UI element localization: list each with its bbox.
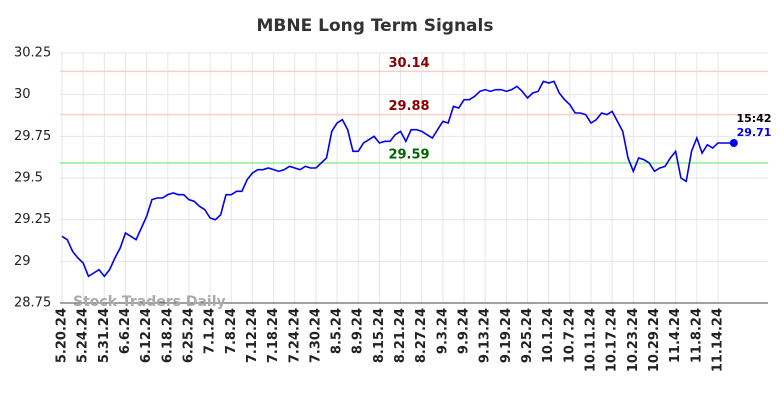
y-tick-label: 28.75 [14,296,51,311]
x-tick-label: 8.27.24 [414,308,429,363]
last-value: 29.71 [737,126,772,139]
x-tick-label: 9.9.24 [457,308,472,354]
x-tick-label: 10.1.24 [541,308,556,363]
x-tick-label: 6.25.24 [181,308,196,363]
x-tick-label: 9.13.24 [478,308,493,363]
x-tick-label: 10.29.24 [647,308,662,372]
signal-label: 29.59 [388,148,429,163]
y-tick-label: 29 [14,254,31,269]
x-tick-label: 6.6.24 [118,308,133,354]
x-tick-label: 5.24.24 [76,308,91,363]
last-time: 15:42 [736,112,771,125]
x-tick-label: 9.25.24 [520,308,535,363]
x-tick-label: 7.8.24 [224,308,239,354]
y-tick-label: 29.75 [14,129,51,144]
x-tick-label: 8.15.24 [372,308,387,363]
x-tick-label: 6.12.24 [139,308,154,363]
x-tick-label: 6.18.24 [160,308,175,363]
x-tick-label: 7.30.24 [308,308,323,363]
x-tick-label: 8.9.24 [351,308,366,354]
x-tick-label: 10.23.24 [626,308,641,372]
y-tick-label: 29.25 [14,212,51,227]
x-tick-label: 7.24.24 [287,308,302,363]
last-point [729,139,738,147]
signal-label: 29.88 [388,99,429,114]
x-tick-label: 11.4.24 [668,308,683,363]
y-tick-label: 29.5 [14,171,43,186]
y-tick-label: 30 [14,87,31,102]
x-tick-label: 5.20.24 [55,308,70,363]
chart-title: MBNE Long Term Signals [257,16,494,36]
price-line [61,80,734,278]
x-tick-label: 7.12.24 [245,308,260,363]
watermark: Stock Traders Daily [73,294,226,310]
x-tick-label: 8.5.24 [330,308,345,354]
x-tick-label: 8.21.24 [393,308,408,363]
x-tick-label: 7.1.24 [203,308,218,354]
x-tick-label: 10.17.24 [605,308,620,372]
x-tick-label: 10.11.24 [584,308,599,372]
x-tick-label: 7.18.24 [266,308,281,363]
x-tick-label: 10.7.24 [562,308,577,363]
y-tick-label: 30.25 [14,46,51,61]
x-tick-label: 5.31.24 [97,308,112,363]
x-tick-label: 11.8.24 [689,308,704,363]
x-tick-label: 11.14.24 [710,308,725,372]
x-tick-label: 9.19.24 [499,308,514,363]
x-tick-label: 9.3.24 [435,308,450,354]
signal-label: 30.14 [388,56,429,71]
